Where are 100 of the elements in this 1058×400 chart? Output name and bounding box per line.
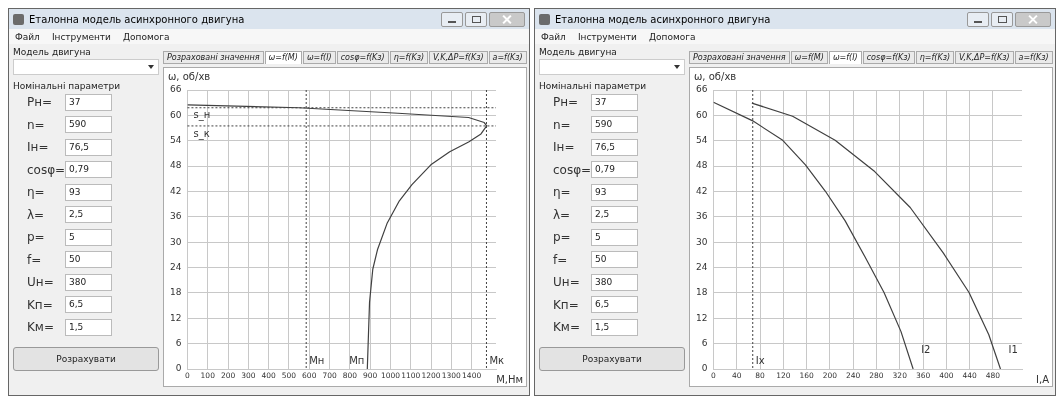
ref-line-label: s_н [193,109,211,122]
text: cosφ= [27,162,66,177]
text: λ= [27,207,46,222]
text: λ= [553,207,572,222]
y-tick-label: 18 [170,287,182,298]
y-tick-label: 30 [170,236,182,247]
text: a=f(Kз) [1014,51,1053,64]
text: 1,5 [65,318,112,336]
text: 50 [65,251,112,269]
text: Номінальні параметри [13,81,122,91]
text: Kм= [553,320,581,335]
text: ω=f(M) [790,51,828,64]
series-label: I2 [921,343,931,355]
text: 2,5 [65,206,112,224]
text: Допомога [648,31,696,42]
y-tick-label: 66 [696,84,708,95]
y-tick-label: 42 [170,185,182,196]
y-tick-label: 6 [701,337,708,348]
text: 5 [65,228,112,246]
text: 2,5 [591,206,638,224]
y-tick-label: 36 [170,211,182,222]
y-tick-label: 42 [696,185,708,196]
text: 5 [591,228,638,246]
text: ω=f(I) [828,51,862,64]
text: Uн= [553,275,581,290]
text: 380 [591,273,638,291]
series-label: I1 [1008,343,1018,355]
text: Інструменти [577,31,637,42]
text: 380 [65,273,112,291]
text: Iн= [27,140,50,155]
text: Uн= [27,275,55,290]
x-axis-title: М,Нм [496,373,523,385]
text: η= [553,185,572,200]
text: Pн= [553,95,580,110]
y-tick-label: 30 [696,236,708,247]
text: p= [553,230,572,245]
x-axis-title: I,A [1036,373,1050,385]
y-axis-title: ω, об/хв [168,70,211,82]
text: Модель двигуна [13,47,92,57]
text: 0,79 [65,161,112,179]
text: Kм= [27,320,55,335]
annotation: Мп [349,354,365,366]
text: Pн= [27,95,54,110]
text: Інструменти [51,31,111,42]
text: η=f(Kз) [915,51,955,64]
text: 93 [65,183,112,201]
text: 93 [591,183,638,201]
y-tick-label: 6 [175,337,182,348]
text: Розраховані значення [163,51,264,64]
text: Iн= [553,140,576,155]
text: Допомога [122,31,170,42]
y-tick-label: 18 [696,287,708,298]
text: η= [27,185,46,200]
text: Еталонна модель асинхронного двигуна [29,13,245,25]
text: f= [553,252,569,267]
text: 590 [65,116,112,134]
text: 76,5 [65,138,112,156]
text: Файл [15,31,40,42]
y-tick-label: 12 [696,312,708,323]
text: Номінальні параметри [539,81,648,91]
text: cosφ= [553,162,592,177]
y-tick-label: 36 [696,211,708,222]
text: f= [27,252,43,267]
y-tick-label: 0 [175,363,182,374]
ref-line-label: s_к [193,127,210,140]
y-tick-label: 12 [170,312,182,323]
ref-line-label: Мн [309,354,325,366]
text: Еталонна модель асинхронного двигуна [555,13,771,25]
text: ω=f(I) [302,51,336,64]
text: V,K,ΔP=f(Kз) [429,51,488,64]
y-tick-label: 60 [170,109,182,120]
y-tick-label: 0 [701,363,708,374]
text: Розраховані значення [689,51,790,64]
ref-line-label: Ix [755,354,765,366]
text: V,K,ΔP=f(Kз) [955,51,1014,64]
text: Модель двигуна [539,47,618,57]
text: a=f(Kз) [488,51,527,64]
text: 6,5 [591,296,638,314]
ref-line-label: Мк [489,354,505,366]
text: Розрахувати [13,346,159,371]
text: n= [27,117,46,132]
y-tick-label: 60 [696,109,708,120]
text: 37 [591,93,638,111]
text: p= [27,230,46,245]
text: cosφ=f(Kз) [862,51,915,64]
text: ω=f(M) [264,51,302,64]
y-tick-label: 24 [696,261,708,272]
y-tick-label: 54 [696,135,708,146]
text: 1,5 [591,318,638,336]
text: n= [553,117,572,132]
y-tick-label: 48 [170,160,182,171]
y-axis-title: ω, об/хв [694,70,737,82]
y-tick-label: 48 [696,160,708,171]
text: 76,5 [591,138,638,156]
text: cosφ=f(Kз) [336,51,389,64]
text: η=f(Kз) [389,51,429,64]
y-tick-label: 24 [170,261,182,272]
text: Файл [541,31,566,42]
text: Kп= [553,297,580,312]
text: 6,5 [65,296,112,314]
